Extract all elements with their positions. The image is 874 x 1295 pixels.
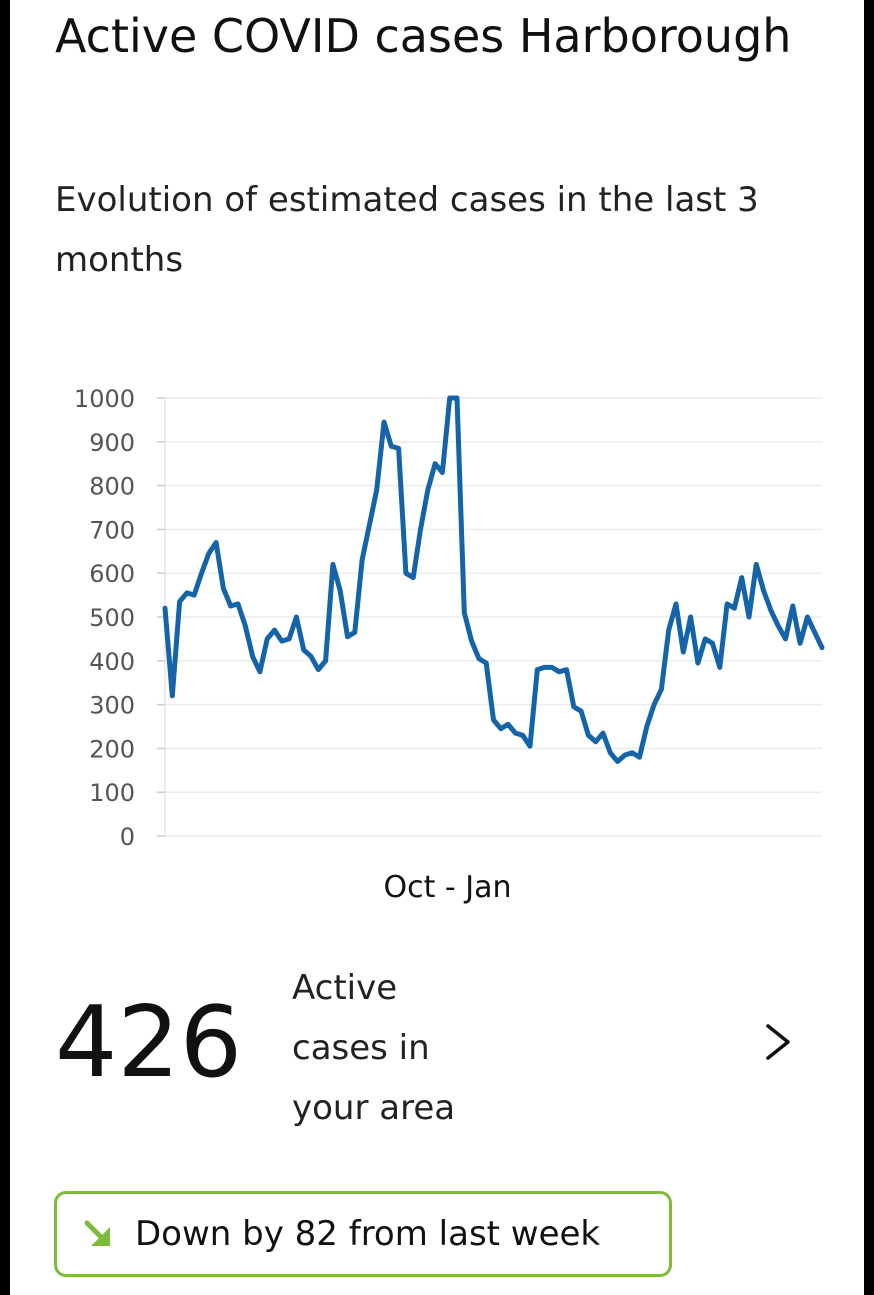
y-tick-label: 600 <box>89 560 135 588</box>
y-tick-label: 0 <box>120 823 135 850</box>
active-cases-label: Active cases in your area <box>292 968 456 1128</box>
page-title: Active COVID cases Harborough <box>55 9 792 63</box>
y-tick-label: 300 <box>89 692 135 720</box>
x-axis-label: Oct - Jan <box>383 870 512 905</box>
trend-text: Down by 82 from last week <box>135 1214 601 1254</box>
y-tick-label: 100 <box>89 779 135 807</box>
y-tick-label: 700 <box>89 516 135 544</box>
chart-subtitle: Evolution of estimated cases in the last… <box>55 180 759 280</box>
y-tick-label: 500 <box>89 604 135 632</box>
cases-line-chart: 0 100 200 300 400 500 600 700 800 900 1000 <box>74 385 825 850</box>
covid-card: Active COVID cases Harborough Evolution … <box>10 0 864 1295</box>
trend-badge: Down by 82 from last week <box>54 1191 672 1277</box>
active-cases-count: 426 <box>55 986 243 1100</box>
y-tick-label: 900 <box>89 429 135 457</box>
series-line <box>162 395 825 764</box>
y-tick-label: 1000 <box>74 385 135 413</box>
y-tick-label: 200 <box>89 735 135 763</box>
y-tick-label: 400 <box>89 648 135 676</box>
chevron-right-icon[interactable] <box>758 1020 798 1064</box>
arrow-down-right-icon <box>84 1220 110 1246</box>
y-tick-label: 800 <box>89 473 135 501</box>
